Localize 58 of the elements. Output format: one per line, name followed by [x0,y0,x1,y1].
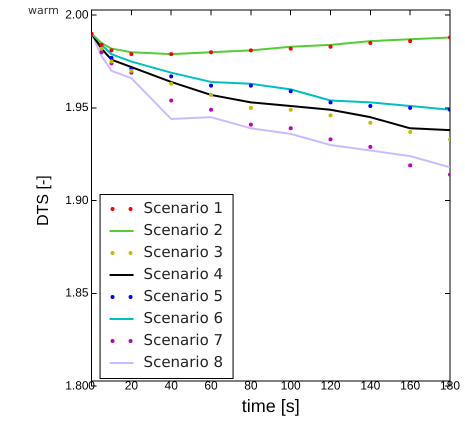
point [408,106,412,110]
legend-label: Scenario 5 [144,286,224,305]
point [100,46,104,51]
legend-label: Scenario 4 [144,264,224,283]
point [328,113,333,118]
legend-label: Scenario 1 [144,198,224,217]
point [408,163,412,168]
point [100,50,104,54]
point [408,130,412,134]
point [248,122,253,127]
point [169,52,174,56]
legend-label: Scenario 3 [144,242,224,261]
x-tick-label: 160 [400,378,421,393]
point [169,98,174,102]
point [368,120,372,125]
text: warm [28,4,59,17]
point [328,100,333,104]
point [288,89,293,94]
y-tick-label: 1.85 [65,286,89,300]
x-tick-label: 140 [360,378,381,393]
legend-label: Scenario 2 [144,220,224,239]
x-tick-label: 120 [320,378,341,393]
point [209,84,214,88]
point [109,56,114,60]
x-tick-label: 20 [124,378,138,393]
point [248,106,253,110]
point [368,144,372,149]
point [288,108,293,112]
point [209,108,214,112]
point [328,44,333,49]
point [248,48,253,52]
point [368,104,372,108]
point [209,50,214,54]
legend-label: Scenario 6 [144,308,224,327]
y-tick-label: 1.80 [65,378,89,392]
point [169,82,174,86]
x-tick-label: 80 [244,378,258,393]
y-tick-label: 1.95 [65,100,89,114]
x-tick-label: 40 [164,378,178,393]
point [368,41,372,46]
legend-label: Scenario 8 [144,352,224,371]
point [288,126,293,130]
legend-label: Scenario 7 [144,330,224,349]
point [109,48,114,52]
x-tick-label: 60 [204,378,218,393]
point [129,52,134,56]
point [248,84,253,88]
point [408,39,412,44]
point [100,42,104,47]
point [169,74,174,78]
x-axis-title: time [s] [242,396,300,416]
point [288,46,293,51]
y-tick-label: 1.90 [65,192,89,207]
y-axis-title: DTS [-] [35,175,52,226]
x-tick-label: 100 [280,378,302,393]
point [328,137,333,142]
point [209,92,214,97]
y-tick-label: 2.00 [65,8,89,22]
